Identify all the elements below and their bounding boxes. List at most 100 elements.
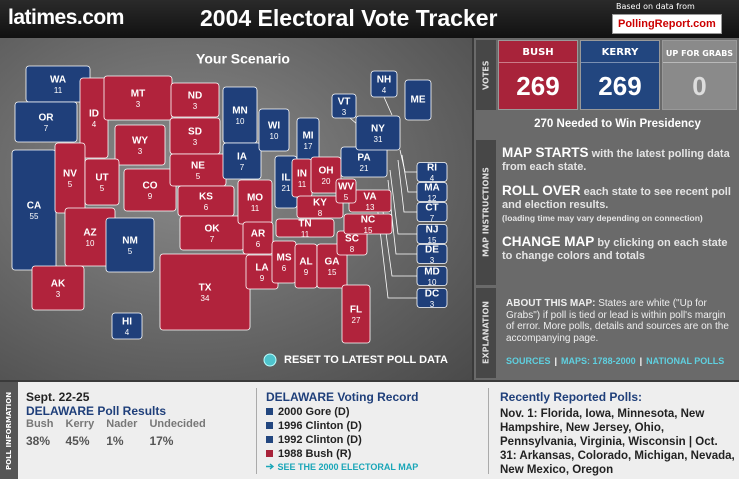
site-logo[interactable]: latimes.com [8,6,124,29]
state-votes: 21 [360,164,369,173]
state-votes: 15 [328,268,337,277]
state[interactable]: UT5 [84,158,120,206]
state-shape[interactable] [416,244,448,264]
state-shape[interactable] [370,70,398,98]
state-votes: 10 [428,278,437,287]
state-shape[interactable] [416,202,448,222]
state[interactable]: AK3 [31,265,85,311]
state-shape[interactable] [331,93,357,119]
state-shape[interactable] [105,217,155,273]
state[interactable]: NV5 [54,142,86,214]
state-shape[interactable] [343,213,393,235]
state[interactable]: AR6 [242,221,274,255]
state-shape[interactable] [258,108,290,152]
state-shape[interactable] [416,266,448,286]
state[interactable]: SC8 [336,230,368,256]
state-shape[interactable] [31,265,85,311]
state-shape[interactable] [84,158,120,206]
state-abbr: WI [268,121,280,132]
state-shape[interactable] [341,284,371,344]
state[interactable]: NM5 [105,217,155,273]
state-abbr: KY [313,198,327,209]
state[interactable]: NH4 [370,70,398,98]
state[interactable]: ND3 [170,82,220,118]
map-link-text[interactable]: SEE THE 2000 ELECTORAL MAP [277,462,419,472]
state-abbr: MI [302,131,313,142]
state-shape[interactable] [335,178,357,204]
state[interactable]: ME [404,79,432,121]
poll-results: Sept. 22-25 DELAWARE Poll Results Bush Ke… [26,390,251,448]
reset-button[interactable]: RESET TO LATEST POLL DATA [284,354,448,366]
state[interactable]: SD3 [169,117,221,155]
state-votes: 3 [193,102,198,111]
state[interactable]: OK7 [179,215,245,251]
state[interactable]: KS6 [177,185,235,217]
state[interactable]: CO9 [123,168,177,212]
state[interactable]: DC3 [416,288,448,310]
state[interactable]: RI4 [416,162,448,184]
source-logo[interactable]: PollingReport.com [612,14,722,34]
state-abbr: AZ [83,228,96,239]
state-shape[interactable] [123,168,177,212]
state-shape[interactable] [355,115,401,151]
state[interactable]: MT3 [103,75,173,121]
state[interactable]: LA9 [245,254,279,290]
state-abbr: MT [131,89,145,100]
state[interactable]: OR7 [14,101,78,143]
state[interactable]: MS6 [271,240,297,284]
state-shape[interactable] [170,82,220,118]
state[interactable]: WV5 [335,178,357,204]
state[interactable]: WY3 [114,124,166,166]
record-text: 1996 Clinton (D) [278,420,362,432]
link[interactable]: NATIONAL POLLS [646,356,725,366]
state[interactable]: VT3 [331,93,357,119]
state-shape[interactable] [159,253,251,331]
state[interactable]: IA7 [222,142,262,180]
state-votes: 3 [430,256,435,265]
state[interactable]: KY8 [296,195,344,219]
state-shape[interactable] [416,182,448,202]
state-shape[interactable] [404,79,432,121]
link[interactable]: SOURCES [506,356,551,366]
state[interactable]: HI4 [111,312,143,340]
state[interactable]: CT7 [416,202,448,224]
state-shape[interactable] [416,224,448,244]
state-abbr: NE [191,161,205,172]
map-link[interactable]: SEE THE 2000 ELECTORAL MAP [266,462,481,472]
state-abbr: NJ [426,225,439,236]
state-shape[interactable] [222,142,262,180]
state[interactable]: DE3 [416,244,448,266]
state[interactable]: AL9 [294,243,318,289]
state[interactable]: NE5 [169,153,227,187]
state-shape[interactable] [296,195,344,219]
state-shape[interactable] [111,312,143,340]
state-shape[interactable] [114,124,166,166]
state-shape[interactable] [242,221,274,255]
state-abbr: IL [282,173,291,184]
link[interactable]: MAPS: 1788-2000 [561,356,636,366]
divider [488,388,489,474]
reset-icon[interactable] [263,353,277,367]
state-shape[interactable] [416,162,448,182]
state-shape[interactable] [275,218,335,238]
state-shape[interactable] [14,101,78,143]
state-shape[interactable] [416,288,448,308]
